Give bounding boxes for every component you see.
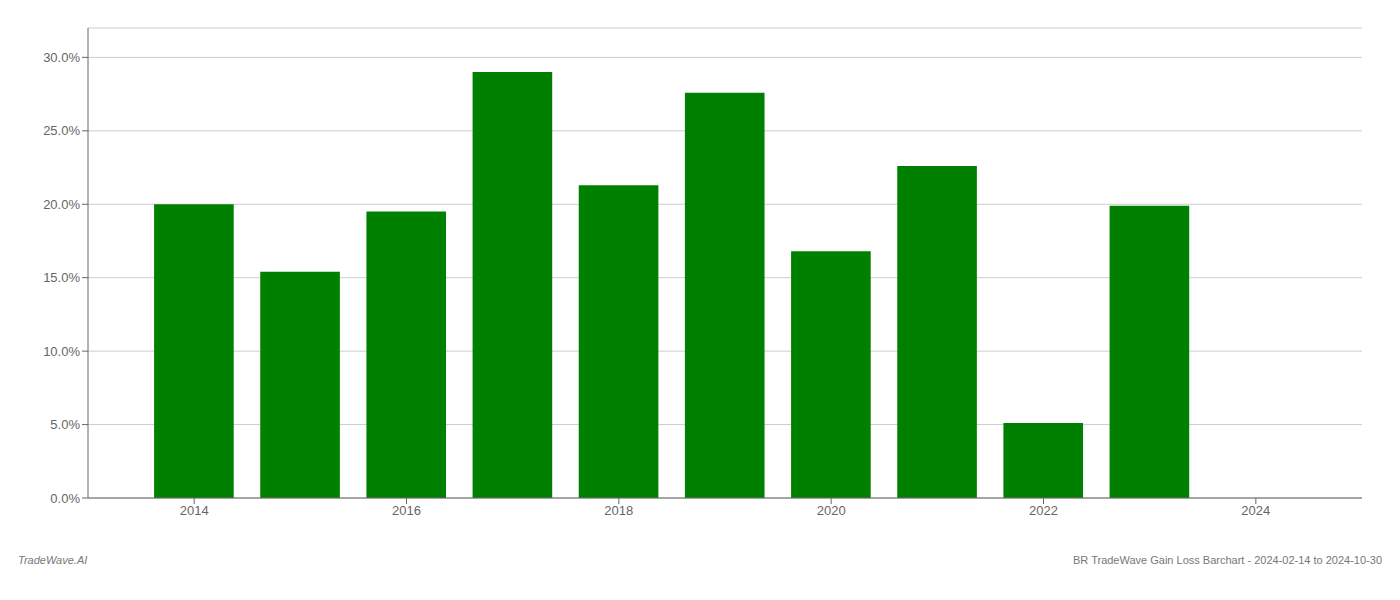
svg-text:30.0%: 30.0% (43, 50, 80, 65)
svg-text:10.0%: 10.0% (43, 344, 80, 359)
svg-text:2016: 2016 (392, 503, 421, 518)
svg-text:2018: 2018 (604, 503, 633, 518)
html-text:TradeWave.AI: TradeWave.AI (18, 554, 88, 566)
svg-text:5.0%: 5.0% (50, 417, 80, 432)
svg-text:25.0%: 25.0% (43, 123, 80, 138)
svg-text:15.0%: 15.0% (43, 270, 80, 285)
svg-text:2014: 2014 (180, 503, 209, 518)
svg-text:0.0%: 0.0% (50, 491, 80, 506)
html-text:BR TradeWave Gain Loss Barchar: BR TradeWave Gain Loss Barchart - 2024-0… (1073, 554, 1382, 566)
svg-text:2020: 2020 (817, 503, 846, 518)
svg-text:2024: 2024 (1241, 503, 1270, 518)
svg-text:2022: 2022 (1029, 503, 1058, 518)
svg-text:20.0%: 20.0% (43, 197, 80, 212)
